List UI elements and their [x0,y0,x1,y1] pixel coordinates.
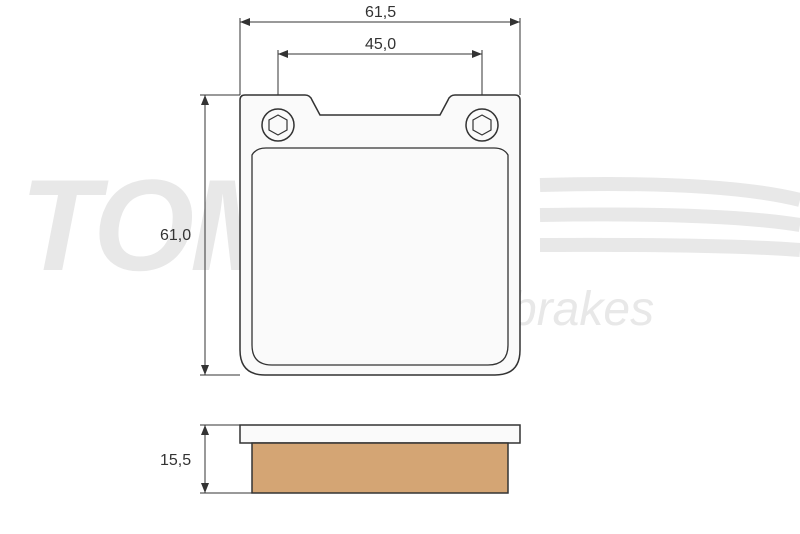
dim-holes-label: 45,0 [365,36,396,53]
dimension-height: 61,0 [160,95,240,375]
dim-thickness-label: 15,5 [160,452,191,469]
backing-plate-outline [240,95,520,375]
front-view [240,95,520,375]
dim-width-label: 61,5 [365,4,396,21]
dim-height-label: 61,0 [160,227,191,244]
side-view [240,425,520,493]
technical-drawing: 61,5 45,0 61,0 [0,0,800,534]
side-backing-plate [240,425,520,443]
dimension-thickness: 15,5 [160,425,252,493]
side-friction-material [252,443,508,493]
